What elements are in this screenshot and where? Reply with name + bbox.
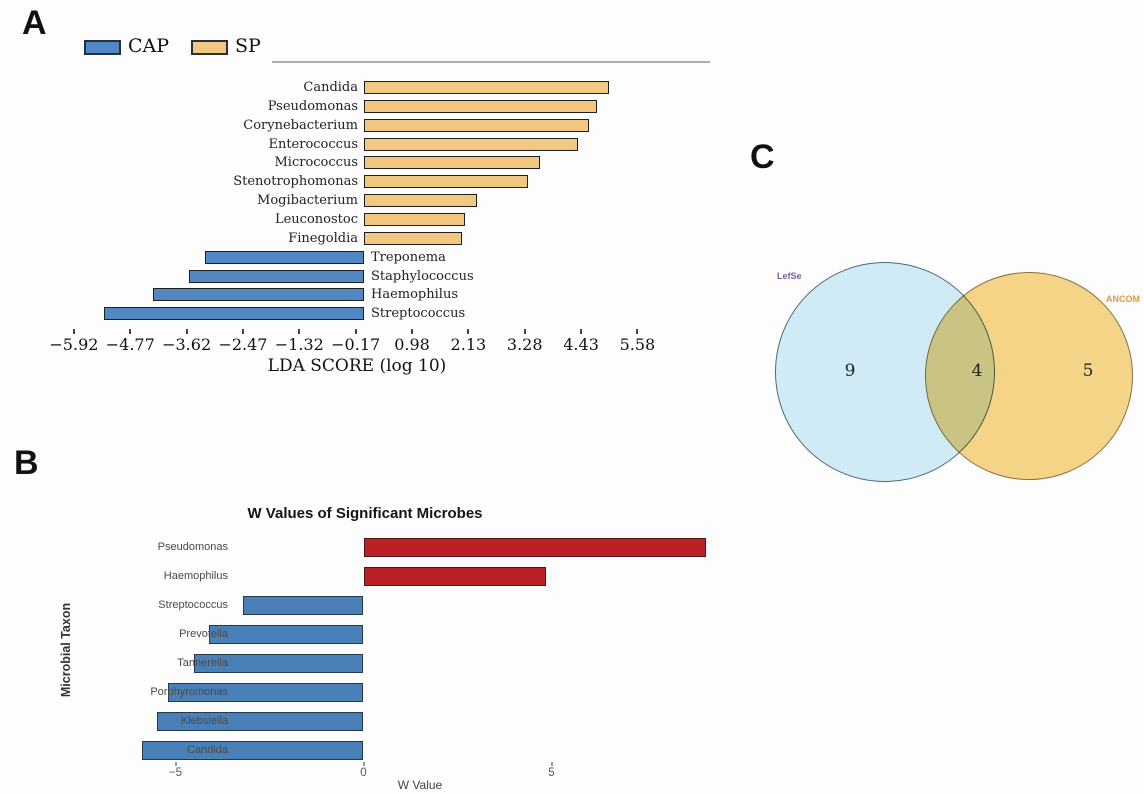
lda-bar-streptococcus (104, 307, 364, 320)
venn-count-lefse-only: 9 (844, 361, 856, 381)
w-taxon-label-porphyromonas: Porphyromonas (150, 686, 228, 698)
lda-x-tick-mark--1.32 (298, 329, 301, 334)
w-taxon-label-pseudomonas: Pseudomonas (157, 541, 228, 553)
lda-x-tick-label-0.98: 0.98 (394, 335, 430, 354)
w-x-tick-mark--5 (175, 762, 177, 766)
lda-x-tick-mark-0.98 (411, 329, 414, 334)
w-taxon-label-tannerella: Tannerella (177, 657, 228, 669)
lda-x-tick-label--0.17: −0.17 (331, 335, 381, 354)
legend-label-cap: CAP (128, 35, 170, 57)
venn-set-label-lefse: LefSe (777, 271, 802, 281)
venn-count-ancom-only: 5 (1082, 361, 1094, 381)
w-bar-porphyromonas (167, 683, 364, 702)
lda-bar-pseudomonas (364, 100, 597, 113)
lda-bar-treponema (204, 251, 364, 264)
w-bar-candida (141, 741, 364, 760)
lda-bar-enterococcus (364, 138, 579, 151)
legend-swatch-cap (84, 40, 121, 55)
w-taxon-label-candida: Candida (187, 744, 228, 756)
lda-x-tick-label--5.92: −5.92 (49, 335, 99, 354)
lda-bar-corynebacterium (364, 119, 590, 132)
lda-x-tick-label--1.32: −1.32 (274, 335, 324, 354)
lda-x-tick-mark--3.62 (185, 329, 188, 334)
lda-x-tick-mark-4.43 (580, 329, 583, 334)
lda-x-tick-label--3.62: −3.62 (162, 335, 212, 354)
lda-taxon-label-staphylococcus: Staphylococcus (371, 269, 474, 284)
w-bar-pseudomonas (363, 538, 706, 557)
lda-x-tick-mark--0.17 (354, 329, 357, 334)
lda-x-tick-label-2.13: 2.13 (450, 335, 487, 354)
lda-taxon-label-pseudomonas: Pseudomonas (267, 99, 358, 114)
lda-x-tick-label--4.77: −4.77 (105, 335, 155, 354)
panel-b-letter: B (14, 444, 39, 482)
legend-swatch-sp (191, 40, 228, 55)
w-bar-prevotella (209, 625, 364, 644)
w-taxon-label-klebsiella: Klebsiella (180, 715, 228, 727)
venn-set-label-ancom: ANCOM (1106, 294, 1140, 304)
panel-b-x-axis-label: W Value (397, 778, 443, 792)
lda-x-tick-mark-5.58 (636, 329, 639, 334)
panel-b-title: W Values of Significant Microbes (247, 505, 483, 522)
lda-x-tick-label--2.47: −2.47 (218, 335, 268, 354)
w-x-tick-mark-0 (363, 762, 365, 766)
lda-x-tick-mark-3.28 (523, 329, 526, 334)
lda-x-tick-mark--5.92 (72, 329, 75, 334)
lda-bar-finegoldia (364, 232, 462, 245)
lda-bar-mogibacterium (364, 194, 477, 207)
lda-taxon-label-finegoldia: Finegoldia (288, 231, 358, 246)
w-bar-tannerella (194, 654, 364, 673)
w-taxon-label-streptococcus: Streptococcus (158, 599, 228, 611)
lda-taxon-label-enterococcus: Enterococcus (268, 137, 358, 152)
lda-bar-staphylococcus (188, 270, 364, 283)
w-taxon-label-prevotella: Prevotella (179, 628, 228, 640)
venn-circle-ancom (925, 272, 1133, 480)
lda-taxon-label-leuconostoc: Leuconostoc (274, 212, 358, 227)
lda-x-tick-mark-2.13 (467, 329, 470, 334)
lda-taxon-label-haemophilus: Haemophilus (371, 287, 458, 302)
w-x-tick-mark-5 (551, 762, 553, 766)
w-taxon-label-haemophilus: Haemophilus (163, 570, 228, 582)
w-x-tick-label--5: −5 (168, 767, 183, 779)
w-x-tick-label-5: 5 (548, 767, 555, 779)
panel-c-letter: C (750, 138, 775, 176)
lda-bar-candida (364, 81, 609, 94)
lda-x-tick-mark--4.77 (129, 329, 132, 334)
plot-frame-top-line (272, 61, 710, 63)
lda-bar-haemophilus (153, 288, 364, 301)
panel-a-letter: A (22, 4, 47, 42)
lda-taxon-label-corynebacterium: Corynebacterium (243, 118, 358, 133)
w-x-tick-label-0: 0 (360, 767, 367, 779)
lda-taxon-label-candida: Candida (303, 80, 358, 95)
lda-taxon-label-treponema: Treponema (371, 250, 446, 265)
lda-bar-leuconostoc (364, 213, 466, 226)
lda-x-tick-label-3.28: 3.28 (506, 335, 543, 354)
lda-x-tick-mark--2.47 (241, 329, 244, 334)
w-bar-klebsiella (156, 712, 364, 731)
venn-count-overlap: 4 (971, 361, 983, 381)
lda-taxon-label-streptococcus: Streptococcus (371, 306, 466, 321)
lda-x-tick-label-4.43: 4.43 (563, 335, 599, 354)
panel-a-x-axis-label: LDA SCORE (log 10) (267, 356, 447, 376)
lda-taxon-label-stenotrophomonas: Stenotrophomonas (233, 174, 358, 189)
lda-x-tick-label-5.58: 5.58 (619, 335, 656, 354)
w-bar-haemophilus (363, 567, 546, 586)
lda-taxon-label-mogibacterium: Mogibacterium (257, 193, 358, 208)
lda-bar-stenotrophomonas (364, 175, 529, 188)
lda-taxon-label-micrococcus: Micrococcus (274, 155, 358, 170)
w-bar-streptococcus (243, 596, 364, 615)
lda-bar-micrococcus (364, 156, 541, 169)
legend-label-sp: SP (235, 35, 261, 57)
